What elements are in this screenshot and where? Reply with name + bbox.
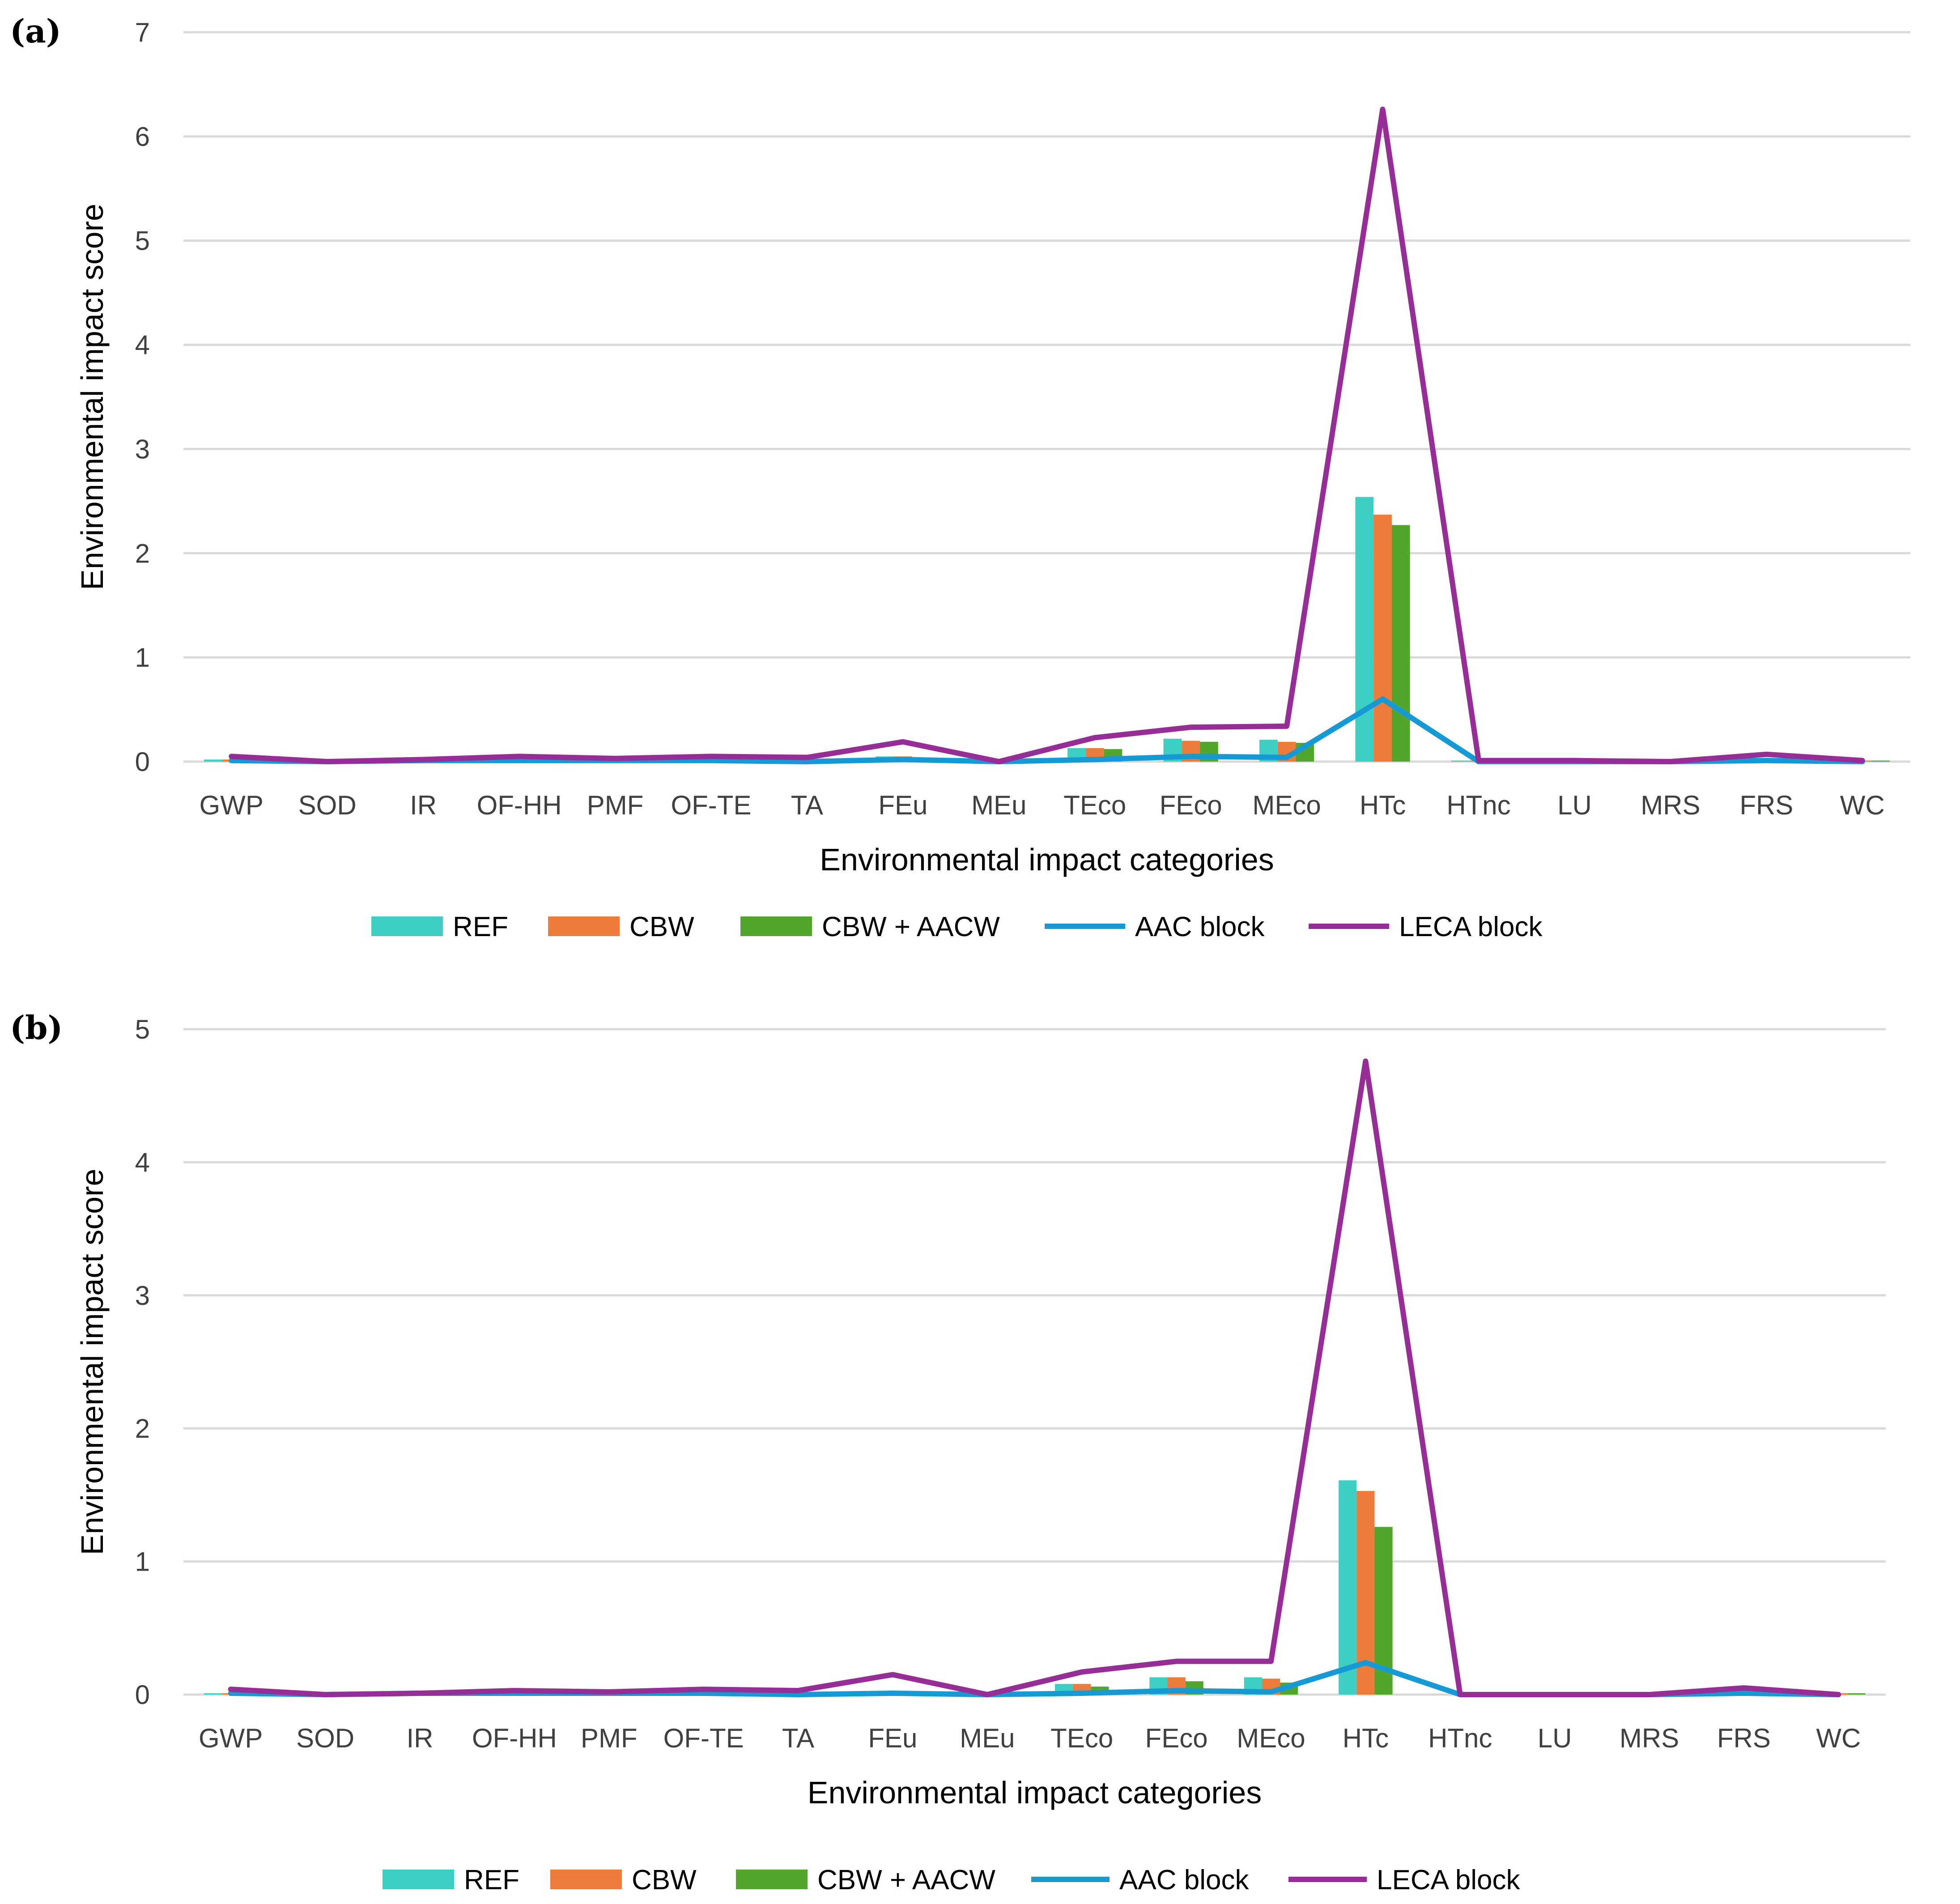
x-tick-label: LU <box>1538 1723 1572 1753</box>
x-tick-label: WC <box>1816 1723 1861 1753</box>
bar-cbw-aacw-wc <box>1847 1693 1866 1695</box>
y-tick-label: 0 <box>135 747 150 777</box>
x-tick-label: FEco <box>1145 1723 1208 1753</box>
legend-swatch-cbw-aacw <box>736 1870 808 1889</box>
bar-ref-htc <box>1355 497 1374 762</box>
bar-ref-gwp <box>204 759 222 762</box>
x-tick-label: MEu <box>960 1723 1015 1753</box>
bar-ref-htc <box>1339 1480 1357 1695</box>
x-tick-label: PMF <box>581 1723 638 1753</box>
x-tick-label: WC <box>1840 790 1885 820</box>
legend-label-aac-block: AAC block <box>1119 1865 1249 1895</box>
x-tick-label: MRS <box>1620 1723 1679 1753</box>
panel-label: (b) <box>10 1009 63 1047</box>
x-tick-label: SOD <box>296 1723 354 1753</box>
y-tick-label: 6 <box>135 122 150 152</box>
legend-swatch-cbw-aacw <box>740 916 812 936</box>
x-tick-label: MRS <box>1641 790 1700 820</box>
legend-swatch-ref <box>383 1870 454 1889</box>
legend-label-aac-block: AAC block <box>1135 912 1265 942</box>
x-tick-label: FEu <box>878 790 927 820</box>
x-tick-label: TA <box>782 1723 814 1753</box>
x-tick-label: HTc <box>1360 790 1406 820</box>
y-tick-label: 4 <box>135 330 150 360</box>
legend-label-ref: REF <box>464 1865 519 1895</box>
x-tick-label: FEco <box>1160 790 1222 820</box>
x-tick-label: IR <box>410 790 437 820</box>
x-tick-label: LU <box>1557 790 1592 820</box>
x-tick-label: HTnc <box>1428 1723 1492 1753</box>
x-tick-label: MEu <box>971 790 1026 820</box>
panel-label: (a) <box>10 12 61 50</box>
legend-label-cbw-aacw: CBW + AACW <box>817 1865 995 1895</box>
x-tick-label: TEco <box>1050 1723 1113 1753</box>
x-tick-label: GWP <box>200 790 264 820</box>
x-tick-label: OF-HH <box>472 1723 557 1753</box>
bar-cbw-aacw-htc <box>1391 525 1410 762</box>
legend-label-leca-block: LECA block <box>1377 1865 1521 1895</box>
legend-label-cbw: CBW <box>632 1865 697 1895</box>
legend-label-leca-block: LECA block <box>1399 912 1543 942</box>
x-tick-label: TEco <box>1063 790 1126 820</box>
y-tick-label: 2 <box>135 1414 150 1444</box>
legend-swatch-cbw <box>548 916 620 936</box>
x-axis-title: Environmental impact categories <box>808 1775 1262 1810</box>
bar-ref-gwp <box>204 1693 222 1695</box>
y-tick-label: 3 <box>135 434 150 464</box>
x-tick-label: FEu <box>868 1723 917 1753</box>
bar-ref-htnc <box>1451 760 1470 762</box>
x-tick-label: GWP <box>199 1723 263 1753</box>
y-tick-label: 0 <box>135 1680 150 1710</box>
chart-panel-b: (b) 0 1 2 3 4 5 GWP SOD IR OF-HH PMF OF-TE TA FEu MEu TE… <box>10 1009 1886 1895</box>
y-tick-label: 2 <box>135 538 150 568</box>
bar-cbw-htc <box>1373 515 1392 762</box>
x-tick-label: HTnc <box>1446 790 1510 820</box>
chart-panel-a: (a) 0 1 2 3 4 5 6 7 GWP SOD IR OF-HH PMF OF-TE TA FEu MEu… <box>10 12 1910 942</box>
y-tick-label: 1 <box>135 1547 150 1577</box>
bar-cbw-aacw-wc <box>1871 760 1890 762</box>
y-tick-label: 7 <box>135 17 150 47</box>
x-tick-label: OF-TE <box>663 1723 744 1753</box>
x-tick-label: TA <box>791 790 823 820</box>
x-tick-label: SOD <box>298 790 357 820</box>
y-tick-label: 5 <box>135 1014 150 1044</box>
x-tick-label: IR <box>406 1723 433 1753</box>
y-tick-label: 1 <box>135 643 150 673</box>
legend-label-ref: REF <box>453 912 508 942</box>
x-tick-label: FRS <box>1739 790 1793 820</box>
x-tick-label: OF-TE <box>671 790 751 820</box>
x-tick-label: OF-HH <box>477 790 562 820</box>
legend-label-cbw: CBW <box>629 912 694 942</box>
y-tick-label: 5 <box>135 226 150 256</box>
x-tick-label: PMF <box>587 790 644 820</box>
legend-swatch-ref <box>371 916 443 936</box>
line-series-leca-block <box>228 1058 1841 1697</box>
x-tick-label: MEco <box>1237 1723 1305 1753</box>
legend-label-cbw-aacw: CBW + AACW <box>822 912 1000 942</box>
x-tick-label: MEco <box>1252 790 1321 820</box>
y-tick-label: 4 <box>135 1147 150 1177</box>
x-axis-title: Environmental impact categories <box>820 842 1274 877</box>
y-axis-title: Environmental impact score <box>75 204 110 590</box>
x-tick-label: FRS <box>1717 1723 1771 1753</box>
x-tick-label: HTc <box>1343 1723 1389 1753</box>
y-tick-label: 3 <box>135 1281 150 1311</box>
y-axis-title: Environmental impact score <box>75 1169 110 1555</box>
line-series-leca-block <box>229 106 1865 764</box>
legend-swatch-cbw <box>550 1870 622 1889</box>
